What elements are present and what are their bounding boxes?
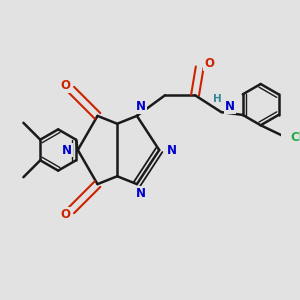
Text: O: O <box>61 80 70 92</box>
Text: N: N <box>136 100 146 113</box>
Text: N: N <box>136 187 146 200</box>
Text: N: N <box>167 143 177 157</box>
Text: O: O <box>61 208 70 220</box>
Text: Cl: Cl <box>291 131 300 144</box>
Text: H: H <box>213 94 222 104</box>
Text: O: O <box>204 57 214 70</box>
Text: N: N <box>225 100 235 113</box>
Text: N: N <box>61 143 72 157</box>
